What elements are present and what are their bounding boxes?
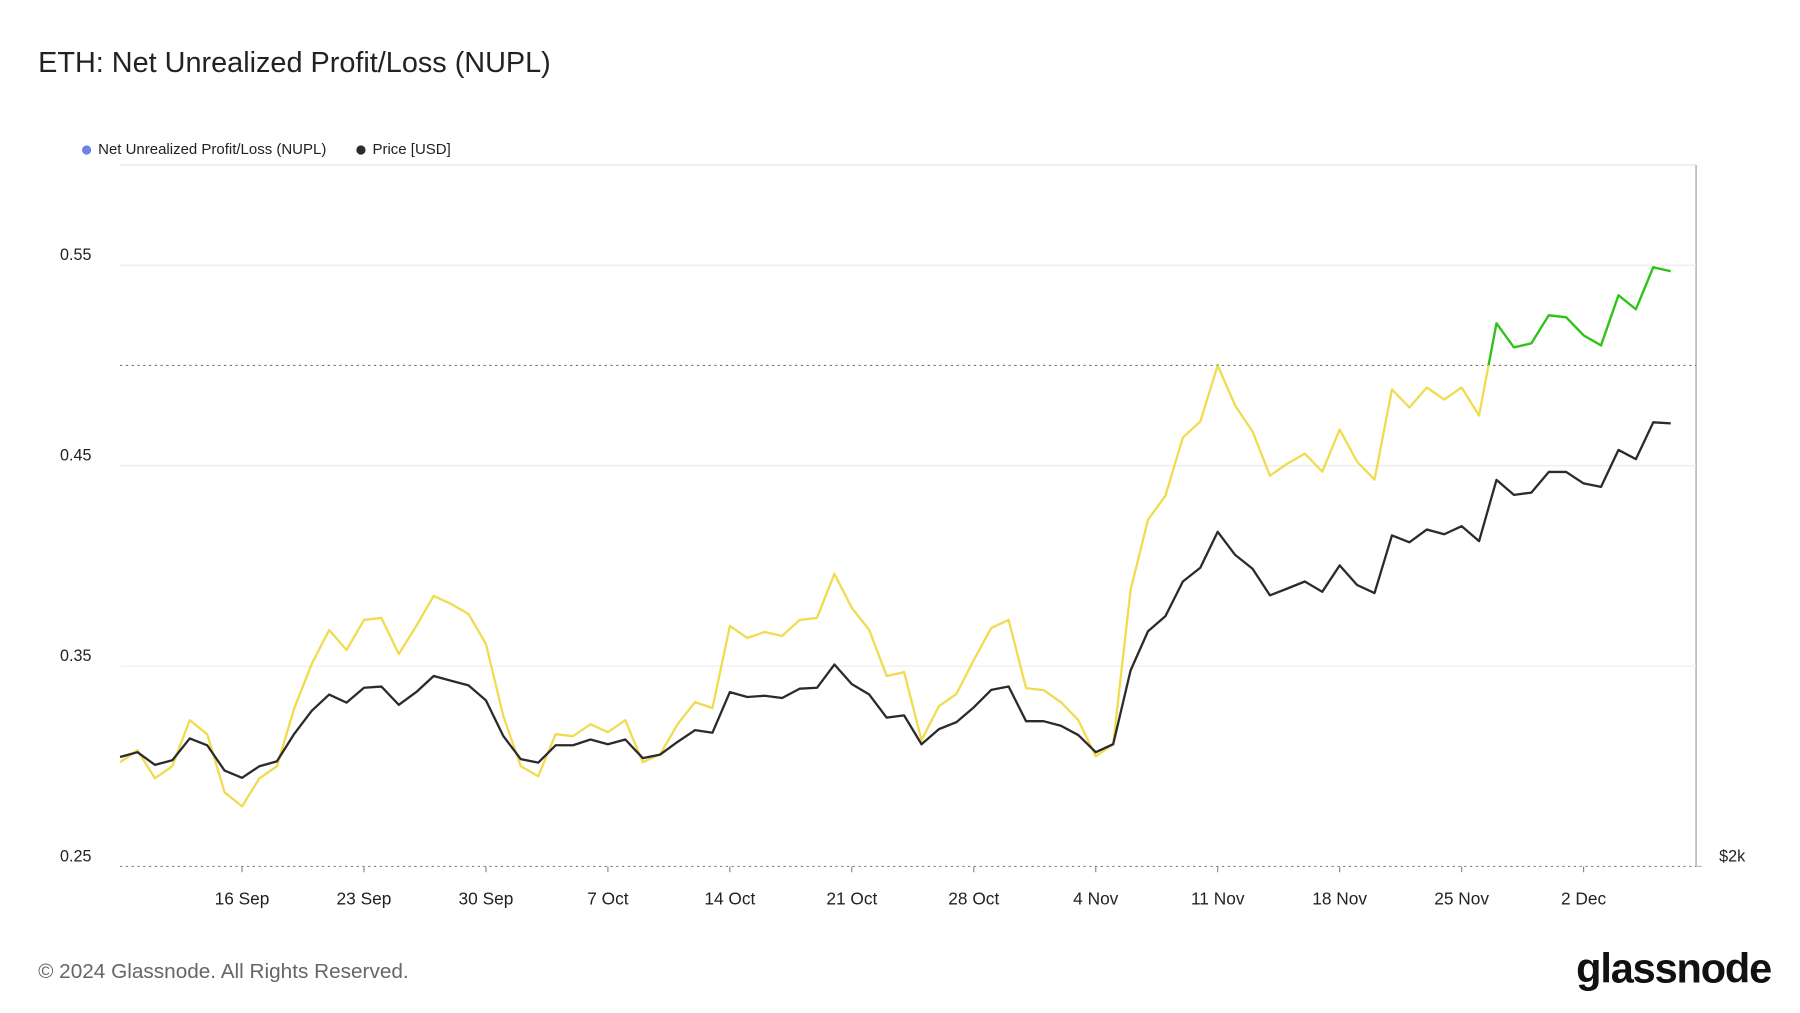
x-tick-label: 7 Oct: [587, 888, 629, 908]
legend-label: Net Unrealized Profit/Loss (NUPL): [98, 141, 326, 158]
y-tick-label: 0.25: [60, 848, 91, 866]
brand-logo: glassnode: [1576, 944, 1771, 991]
x-tick-label: 11 Nov: [1191, 888, 1245, 908]
legend-marker: [356, 145, 366, 155]
y-tick-label: 0.35: [60, 647, 91, 665]
x-tick-label: 14 Oct: [704, 888, 755, 908]
x-tick-label: 16 Sep: [215, 888, 270, 908]
series-line: [119, 421, 1671, 779]
x-tick-label: 28 Oct: [948, 888, 999, 908]
y-tick-label: 0.45: [60, 447, 91, 465]
y2-tick-label: $2k: [1719, 848, 1746, 866]
x-tick-label: 2 Dec: [1561, 888, 1607, 908]
x-tick-label: 4 Nov: [1073, 888, 1119, 908]
x-tick-label: 18 Nov: [1312, 888, 1367, 908]
x-tick-label: 21 Oct: [826, 888, 877, 908]
copyright: © 2024 Glassnode. All Rights Reserved.: [38, 960, 409, 983]
series-line-above-threshold: [1216, 266, 1671, 366]
series-line: [119, 266, 1671, 808]
chart-title: ETH: Net Unrealized Profit/Loss (NUPL): [38, 47, 551, 79]
y-tick-label: 0.55: [60, 246, 91, 264]
x-tick-label: 25 Nov: [1434, 888, 1489, 908]
x-tick-label: 30 Sep: [459, 888, 514, 908]
x-tick-label: 23 Sep: [337, 888, 392, 908]
legend-marker: [81, 145, 92, 155]
legend-label: Price [USD]: [372, 141, 450, 158]
